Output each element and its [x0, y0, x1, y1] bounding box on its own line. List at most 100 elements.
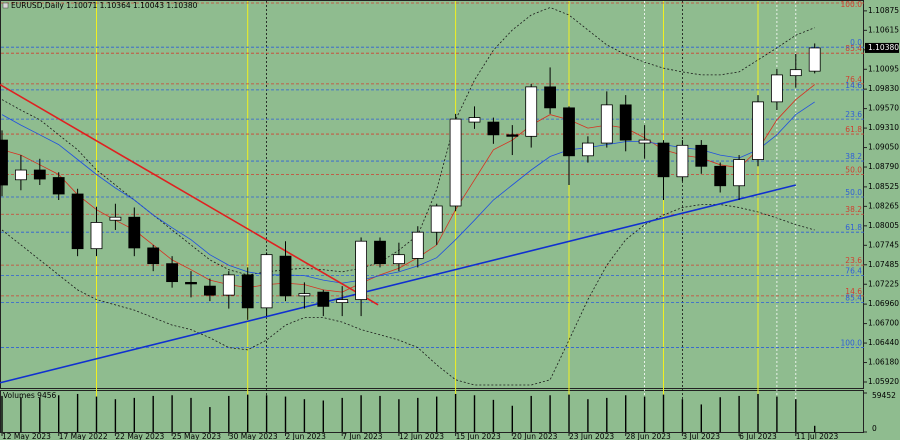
fib-label: 23.6 — [845, 110, 862, 119]
candle-body — [525, 86, 538, 137]
candle-body — [52, 177, 65, 195]
candle-body — [14, 169, 27, 181]
candle-body — [771, 74, 783, 103]
candle-body — [752, 101, 764, 160]
fib-label: 61.8 — [845, 125, 862, 134]
y-tick-label: 1.09050 — [868, 143, 899, 152]
candle-body — [544, 86, 556, 109]
y-tick-label: 1.09570 — [868, 104, 899, 113]
x-tick-label: 12 Jun 2023 — [399, 432, 444, 440]
main-panel-frame — [0, 0, 864, 389]
candle-body — [411, 231, 424, 259]
candle-body — [109, 216, 122, 221]
indicator-line — [1, 204, 815, 386]
volume-title: Volumes 9456 — [3, 391, 57, 400]
fib-label: 38.2 — [845, 152, 862, 161]
candle-body — [619, 104, 632, 141]
y-tick-label: 1.08525 — [868, 182, 899, 191]
x-tick-label: 3 Jul 2023 — [682, 432, 720, 440]
y-tick-label: 1.06440 — [868, 338, 899, 347]
volume-tick-label: 59452 — [872, 391, 896, 400]
x-tick-label: 30 May 2023 — [229, 432, 278, 440]
y-tick-label: 1.08005 — [868, 221, 899, 230]
last-price-tag — [865, 42, 899, 53]
x-tick-label: 25 May 2023 — [172, 432, 221, 440]
candle-body — [582, 142, 594, 157]
candle-body — [430, 205, 443, 233]
x-tick-label: 2 Jun 2023 — [286, 432, 327, 440]
y-tick-label: 1.09830 — [868, 84, 899, 93]
x-tick-label: 11 Jul 2023 — [796, 432, 839, 440]
fib-label: 100.0 — [841, 0, 863, 9]
x-tick-label: 12 May 2023 — [2, 432, 51, 440]
x-tick-label: 15 Jun 2023 — [456, 432, 501, 440]
x-tick-label: 7 Jun 2023 — [342, 432, 383, 440]
candle-body — [185, 281, 197, 285]
candle-body — [733, 159, 745, 187]
y-tick-label: 1.07485 — [868, 260, 899, 269]
fib-label: 100.0 — [841, 339, 863, 348]
fib-label: 0.0 — [850, 38, 862, 47]
candle-body — [90, 222, 103, 250]
y-tick-label: 1.06960 — [868, 299, 899, 308]
candle-body — [71, 193, 84, 250]
volume-tick-label: 0 — [872, 424, 877, 433]
candle-body — [241, 274, 254, 309]
x-tick-label: 17 May 2022 — [59, 432, 108, 440]
fib-label: 23.6 — [845, 256, 862, 265]
candle-body — [147, 247, 160, 265]
candle-body — [355, 240, 368, 301]
x-tick-label: 6 Jul 2023 — [739, 432, 777, 440]
y-tick-label: 1.07225 — [868, 279, 899, 288]
candle-body — [33, 169, 46, 180]
candle-body — [449, 118, 462, 207]
candle-body — [203, 285, 216, 296]
candle-body — [298, 293, 311, 297]
candle-body — [392, 254, 405, 265]
chart-title: EURUSD,Daily 1.10071 1.10364 1.10043 1.1… — [11, 1, 198, 10]
y-tick-label: 1.05920 — [868, 377, 899, 386]
candle-body — [676, 144, 689, 178]
y-tick-label: 1.06180 — [868, 358, 899, 367]
fib-label: 85.4 — [845, 294, 862, 303]
candle-body — [468, 117, 481, 123]
y-tick-label: 1.10615 — [868, 25, 899, 34]
candle-body — [487, 121, 500, 136]
x-tick-label: 23 Jun 2023 — [569, 432, 614, 440]
candle-body — [600, 104, 613, 144]
candle-body — [260, 254, 273, 309]
candle-body — [336, 299, 349, 304]
candle-body — [638, 139, 651, 144]
fib-label: 61.8 — [845, 223, 862, 232]
candle-body — [166, 263, 179, 283]
x-tick-label: 28 Jun 2023 — [626, 432, 671, 440]
candle-body — [506, 134, 519, 137]
candle-body — [657, 142, 670, 178]
candle-body — [279, 255, 292, 297]
trend-line — [0, 184, 796, 384]
y-tick-label: 1.08790 — [868, 162, 899, 171]
indicator-line — [1, 7, 815, 276]
y-tick-label: 1.07745 — [868, 240, 899, 249]
candle-body — [789, 69, 802, 77]
fib-label: 50.0 — [845, 166, 862, 175]
y-tick-label: 1.08265 — [868, 201, 899, 210]
y-tick-label: 1.09310 — [868, 123, 899, 132]
candle-body — [563, 107, 575, 157]
fib-label: 50.0 — [845, 188, 862, 197]
candle-body — [0, 139, 8, 186]
fib-label: 38.2 — [845, 205, 862, 214]
fib-label: 14.6 — [845, 81, 862, 90]
candle-body — [695, 144, 708, 167]
trend-line — [0, 83, 379, 306]
fib-label: 85.4 — [845, 44, 862, 53]
y-tick-label: 1.10875 — [868, 6, 899, 15]
y-tick-label: 1.06700 — [868, 319, 899, 328]
candle-body — [714, 165, 727, 187]
fib-label: 14.6 — [845, 287, 862, 296]
x-tick-label: 20 Jun 2023 — [512, 432, 557, 440]
volume-panel-frame — [0, 390, 864, 433]
